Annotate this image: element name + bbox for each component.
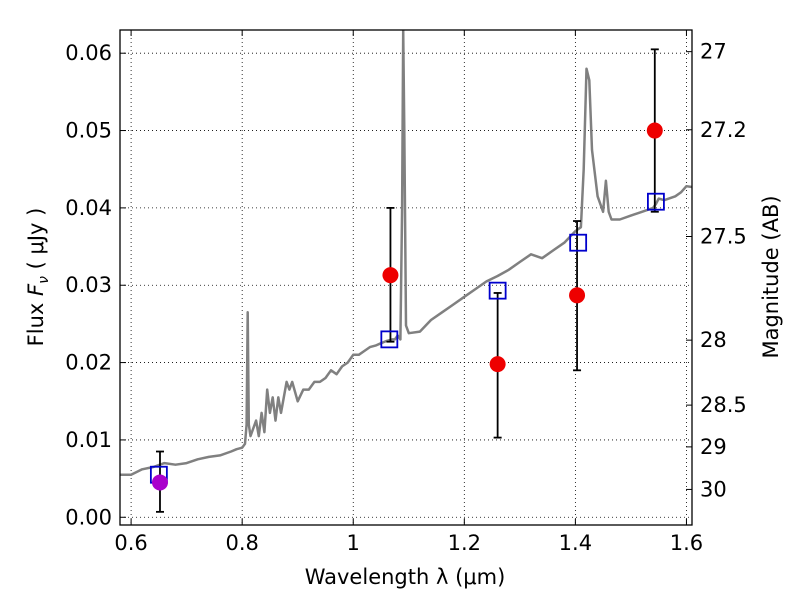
y-axis-label-subscript: ν — [36, 276, 52, 284]
y2-tick-label: 27 — [700, 40, 727, 64]
plot-frame — [119, 29, 693, 526]
grid — [120, 30, 692, 525]
observed-circle-point — [569, 287, 586, 304]
y2-tick-label: 28.5 — [700, 393, 747, 417]
observed-circle-point — [646, 122, 663, 139]
y-tick-label: 0.06 — [65, 41, 112, 65]
y-tick-label: 0.02 — [65, 351, 112, 375]
observed-points — [151, 122, 663, 491]
x-tick-label: 1.2 — [448, 531, 481, 555]
y2-tick-label: 30 — [700, 477, 727, 501]
model-square-point — [647, 192, 665, 211]
observed-circle-point — [489, 356, 506, 373]
x-tick-label: 1.4 — [559, 531, 592, 555]
y-tick-label: 0.04 — [65, 196, 112, 220]
y2-tick-label: 28 — [700, 328, 727, 352]
y-tick-label: 0.01 — [65, 428, 112, 452]
y-axis-label-prefix: Flux — [24, 296, 48, 346]
axis-ticks: 0.6 0.8 1 1.2 1.4 1.6 0.00 0.01 0.02 0.03 0.04 0.05… — [65, 30, 747, 555]
y-axis-label-suffix: ( μJy ) — [24, 208, 48, 276]
x-tick-label: 0.6 — [114, 531, 147, 555]
x-tick-label: 0.8 — [225, 531, 258, 555]
x-axis-label: Wavelength λ (μm) — [305, 565, 506, 589]
x-tick-label: 1.6 — [670, 531, 703, 555]
observed-circle-point — [382, 267, 399, 284]
y-axis-label-symbol: F — [24, 283, 48, 296]
y-tick-label: 0.00 — [65, 505, 112, 529]
y2-tick-label: 27.2 — [700, 118, 747, 142]
model-square-point — [569, 233, 588, 252]
y2-axis-label: Magnitude (AB) — [759, 195, 783, 358]
y-tick-label: 0.05 — [65, 119, 112, 143]
model-square-point — [488, 281, 507, 300]
y2-tick-label: 29 — [700, 435, 727, 459]
x-tick-label: 1 — [347, 531, 360, 555]
y-tick-label: 0.03 — [65, 273, 112, 297]
model-square-point — [380, 330, 399, 349]
y2-tick-label: 27.5 — [700, 225, 747, 249]
y-axis-label: Flux Fν ( μJy ) — [24, 208, 52, 347]
observed-circle-point — [151, 474, 168, 491]
